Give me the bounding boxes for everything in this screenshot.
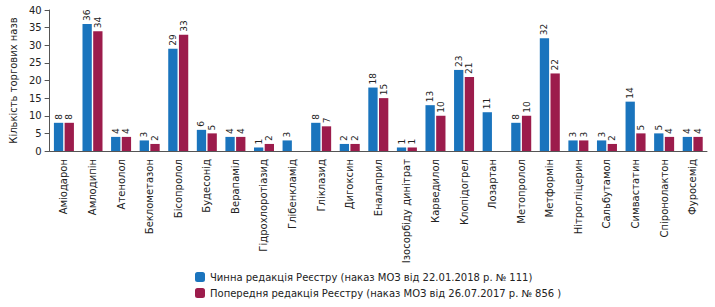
svg-text:3: 3 — [568, 132, 578, 138]
svg-text:15: 15 — [379, 84, 389, 95]
svg-text:Верапаміл: Верапаміл — [230, 159, 241, 214]
svg-text:22: 22 — [550, 59, 560, 70]
svg-text:6: 6 — [196, 121, 206, 127]
svg-text:0: 0 — [35, 146, 41, 157]
svg-text:40: 40 — [29, 5, 42, 16]
svg-text:4: 4 — [664, 128, 674, 134]
svg-text:5: 5 — [636, 125, 646, 131]
svg-text:Глібенкламід: Глібенкламід — [287, 159, 298, 229]
svg-text:10: 10 — [436, 101, 446, 113]
svg-text:4: 4 — [682, 128, 692, 134]
svg-text:25: 25 — [29, 57, 42, 68]
svg-text:1: 1 — [254, 139, 264, 145]
svg-text:Дигоксин: Дигоксин — [344, 159, 355, 209]
svg-text:8: 8 — [511, 114, 521, 120]
svg-text:1: 1 — [397, 139, 407, 145]
svg-text:5: 5 — [35, 128, 41, 139]
svg-text:15: 15 — [29, 93, 42, 104]
svg-text:Сальбутамол: Сальбутамол — [601, 159, 612, 229]
svg-text:Атенолол: Атенолол — [116, 159, 127, 209]
svg-text:Бісопролол: Бісопролол — [173, 159, 184, 218]
svg-text:Будесонід: Будесонід — [201, 159, 212, 213]
svg-text:Попередня редакція Реєстру (на: Попередня редакція Реєстру (наказ МОЗ ві… — [210, 288, 561, 299]
svg-text:3: 3 — [282, 132, 292, 138]
svg-text:Беклометазон: Беклометазон — [144, 159, 155, 234]
svg-text:20: 20 — [29, 75, 42, 86]
svg-text:21: 21 — [464, 63, 474, 74]
svg-text:33: 33 — [179, 20, 189, 31]
svg-text:32: 32 — [539, 24, 549, 35]
svg-text:1: 1 — [407, 139, 417, 145]
svg-text:5: 5 — [654, 125, 664, 131]
svg-text:30: 30 — [29, 40, 42, 51]
svg-text:Клопідогрел: Клопідогрел — [459, 159, 470, 225]
svg-text:35: 35 — [29, 22, 42, 33]
svg-text:Фуросемід: Фуросемід — [687, 159, 698, 215]
svg-text:Аміодарон: Аміодарон — [58, 159, 69, 214]
svg-text:34: 34 — [93, 16, 103, 28]
svg-text:2: 2 — [339, 135, 349, 141]
svg-text:2: 2 — [150, 135, 160, 141]
svg-text:Симвастатин: Симвастатин — [630, 159, 641, 228]
svg-text:Нітрогліцерин: Нітрогліцерин — [573, 159, 584, 234]
svg-text:3: 3 — [579, 132, 589, 138]
svg-text:Кількість торгових назв: Кількість торгових назв — [8, 17, 19, 144]
svg-text:2: 2 — [350, 135, 360, 141]
svg-text:Спіронолактон: Спіронолактон — [659, 159, 670, 237]
svg-text:36: 36 — [82, 9, 92, 21]
svg-text:Метформін: Метформін — [544, 159, 555, 217]
svg-text:14: 14 — [625, 87, 635, 99]
svg-text:18: 18 — [368, 73, 378, 85]
svg-text:2: 2 — [607, 135, 617, 141]
svg-text:4: 4 — [225, 128, 235, 134]
svg-text:Еналаприл: Еналаприл — [373, 159, 384, 216]
svg-text:4: 4 — [236, 128, 246, 134]
svg-text:3: 3 — [139, 132, 149, 138]
svg-text:Чинна редакція Реєстру (наказ: Чинна редакція Реєстру (наказ МОЗ від 22… — [210, 272, 532, 283]
svg-text:8: 8 — [64, 114, 74, 120]
svg-text:Гідрохлоротіазид: Гідрохлоротіазид — [258, 159, 269, 252]
svg-text:Карведилол: Карведилол — [430, 159, 441, 223]
svg-text:Лозартан: Лозартан — [487, 159, 498, 209]
svg-text:29: 29 — [168, 34, 178, 46]
svg-text:8: 8 — [311, 114, 321, 120]
svg-text:7: 7 — [322, 118, 332, 124]
svg-text:Гліклазид: Гліклазид — [316, 159, 327, 212]
svg-text:4: 4 — [111, 128, 121, 134]
svg-text:Ізосорбіду динітрат: Ізосорбіду динітрат — [401, 159, 412, 263]
svg-text:11: 11 — [482, 98, 492, 109]
svg-text:Метопролол: Метопролол — [516, 159, 527, 224]
svg-text:10: 10 — [522, 101, 532, 113]
svg-text:Амлодипін: Амлодипін — [87, 159, 98, 215]
svg-text:3: 3 — [597, 132, 607, 138]
svg-text:23: 23 — [454, 55, 464, 66]
svg-text:10: 10 — [29, 110, 42, 121]
svg-text:13: 13 — [425, 91, 435, 102]
svg-text:5: 5 — [207, 125, 217, 131]
svg-text:2: 2 — [264, 135, 274, 141]
svg-text:4: 4 — [693, 128, 703, 134]
svg-text:4: 4 — [121, 128, 131, 134]
svg-text:8: 8 — [54, 114, 64, 120]
